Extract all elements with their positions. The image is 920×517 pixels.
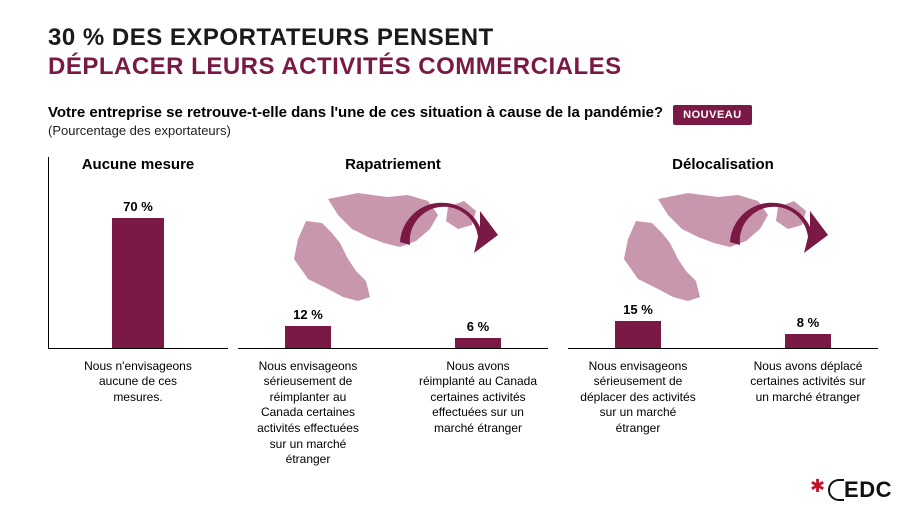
baseline [48,348,228,349]
group-title: Aucune mesure [82,156,195,173]
question-text: Votre entreprise se retrouve-t-elle dans… [48,104,663,121]
charts-area: Aucune mesure 70 % Nous n'envisageons aucu… [48,156,880,466]
bar-caption: Nous envisageons sérieusement de réimpla… [248,359,368,468]
arrow-icon [718,187,828,272]
question-block: Votre entreprise se retrouve-t-elle dans… [48,104,663,138]
baseline [238,348,548,349]
bar-value-label: 70 % [123,199,153,214]
nouveau-badge: NOUVEAU [673,105,752,125]
bar-caption: Nous envisageons sérieusement de déplace… [578,359,698,437]
chart-group: Aucune mesure 70 % Nous n'envisageons aucu… [48,156,228,406]
curved-arrow-icon [718,187,828,267]
bar-wrap: 70 % [78,199,198,349]
slide-title: 30 % DES EXPORTATEURS PENSENT DÉPLACER L… [48,24,880,82]
bar [615,321,661,349]
bar [112,218,164,349]
group-title: Délocalisation [672,156,774,173]
title-line-2: DÉPLACER LEURS ACTIVITÉS COMMERCIALES [48,53,880,82]
bar-plot: 70 % [48,179,228,349]
title-line-1: 30 % DES EXPORTATEURS PENSENT [48,24,880,53]
question-row: Votre entreprise se retrouve-t-elle dans… [48,104,880,138]
question-subtext: (Pourcentage des exportateurs) [48,123,663,138]
bar [285,326,331,349]
y-axis [48,157,49,349]
group-title: Rapatriement [345,156,441,173]
bar-plot: 15 % 8 % [568,179,878,349]
captions-row: Nous n'envisageons aucune de ces mesures… [48,349,228,406]
bar-wrap: 8 % [748,315,868,349]
baseline [568,348,878,349]
captions-row: Nous envisageons sérieusement de réimpla… [238,349,548,468]
chart-group: Délocalisation 15 % 8 % Nous envisageons s… [568,156,878,437]
bar-caption: Nous avons réimplanté au Canada certaine… [418,359,538,468]
maple-leaf-icon: ✱ [810,477,825,495]
bar-wrap: 6 % [418,319,538,349]
bar-value-label: 8 % [797,315,819,330]
edc-logo: ✱ EDC [810,477,892,503]
bar-wrap: 12 % [248,307,368,349]
bar-value-label: 12 % [293,307,323,322]
bar-plot: 12 % 6 % [238,179,548,349]
captions-row: Nous envisageons sérieusement de déplace… [568,349,878,437]
bar-caption: Nous n'envisageons aucune de ces mesures… [78,359,198,406]
slide: 30 % DES EXPORTATEURS PENSENT DÉPLACER L… [0,0,920,517]
logo-arc-icon [828,479,844,501]
chart-group: Rapatriement 12 % 6 % Nous envisageons sér… [238,156,548,468]
bar-wrap: 15 % [578,302,698,349]
curved-arrow-icon [388,187,498,267]
bar-caption: Nous avons déplacé certaines activités s… [748,359,868,437]
arrow-icon [388,187,498,272]
bar-value-label: 6 % [467,319,489,334]
bar [785,334,831,349]
logo-text: EDC [844,477,892,503]
